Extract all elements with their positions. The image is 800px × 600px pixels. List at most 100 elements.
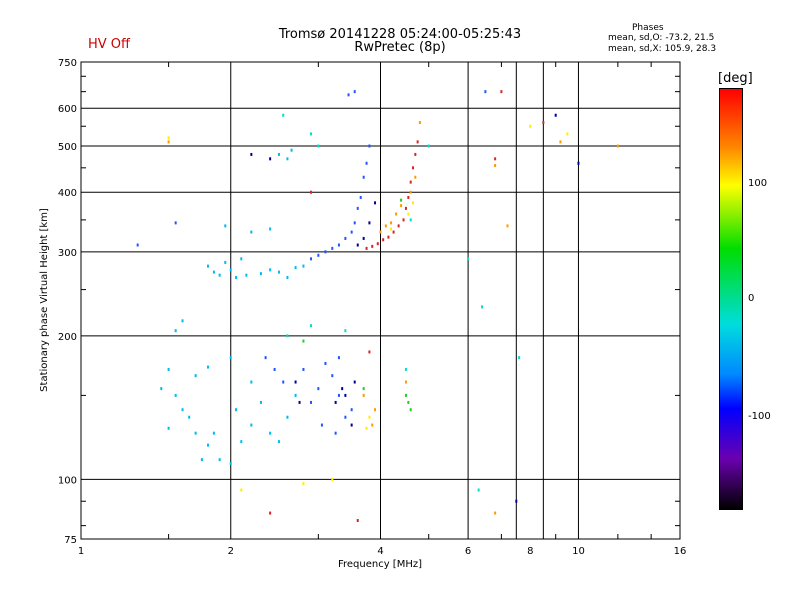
data-point: [240, 257, 243, 261]
data-point: [494, 164, 497, 168]
data-point: [264, 356, 267, 360]
data-point: [376, 242, 379, 246]
data-point: [404, 206, 407, 210]
data-point: [212, 270, 215, 274]
data-point: [302, 367, 305, 371]
data-point: [269, 268, 272, 272]
data-point: [365, 246, 368, 250]
data-point: [356, 519, 359, 523]
data-point: [359, 195, 362, 199]
data-point: [259, 400, 262, 404]
data-point: [331, 374, 334, 378]
data-point: [467, 257, 470, 261]
data-point: [337, 243, 340, 247]
data-point: [310, 400, 313, 404]
data-point: [409, 218, 412, 222]
y-tick-label: 750: [58, 58, 77, 69]
data-point: [282, 113, 285, 117]
data-point: [294, 266, 297, 270]
data-point: [518, 356, 521, 360]
data-point: [206, 365, 209, 369]
data-point: [344, 415, 347, 419]
colorbar-unit: [deg]: [718, 71, 753, 86]
y-tick-label: 500: [58, 142, 77, 153]
data-point: [334, 431, 337, 435]
data-points: [136, 90, 619, 523]
data-point: [407, 212, 410, 216]
phase-stats-o: mean, sd,O: -73.2, 21.5: [608, 33, 715, 43]
data-point: [412, 201, 415, 205]
data-point: [317, 387, 320, 391]
chart-title: Tromsø 20141228 05:24:00-05:25:43: [278, 27, 522, 42]
data-point: [529, 124, 532, 128]
y-tick-label: 300: [58, 248, 77, 259]
y-axis-label: Stationary phase Virtual Height [km]: [39, 208, 50, 392]
data-point: [181, 319, 184, 323]
data-point: [350, 423, 353, 427]
data-point: [245, 273, 248, 277]
data-point: [427, 144, 430, 148]
data-point: [277, 440, 280, 444]
data-point: [392, 230, 395, 234]
data-point: [384, 224, 387, 228]
data-point: [374, 408, 377, 412]
data-point: [353, 380, 356, 384]
data-point: [350, 230, 353, 234]
y-tick-label: 75: [64, 535, 77, 546]
data-point: [136, 243, 139, 247]
data-point: [353, 90, 356, 94]
data-point: [500, 90, 503, 94]
data-point: [362, 387, 365, 391]
data-point: [294, 393, 297, 397]
data-point: [324, 361, 327, 365]
data-point: [577, 161, 580, 165]
data-point: [310, 257, 313, 261]
x-tick-label: 1: [78, 546, 84, 557]
data-point: [353, 221, 356, 225]
data-point: [286, 157, 289, 161]
x-axis-label: Frequency [MHz]: [338, 559, 422, 570]
phase-colorbar: [719, 88, 743, 510]
hv-status-label: HV Off: [88, 37, 130, 52]
data-point: [365, 426, 368, 430]
data-point: [477, 488, 480, 492]
data-point: [320, 423, 323, 427]
data-point: [347, 93, 350, 97]
colorbar-tick-neg100: -100: [748, 411, 771, 422]
y-tick-label: 600: [58, 104, 77, 115]
data-point: [404, 393, 407, 397]
data-point: [404, 380, 407, 384]
data-point: [200, 458, 203, 462]
data-point: [286, 415, 289, 419]
data-point: [494, 511, 497, 515]
data-point: [416, 140, 419, 144]
data-point: [310, 190, 313, 194]
data-point: [235, 276, 238, 280]
data-point: [390, 227, 393, 231]
data-point: [167, 426, 170, 430]
data-point: [362, 175, 365, 179]
data-point: [194, 431, 197, 435]
x-tick-label: 6: [465, 546, 471, 557]
x-tick-label: 10: [572, 546, 585, 557]
data-point: [334, 400, 337, 404]
data-point: [395, 212, 398, 216]
data-point: [337, 393, 340, 397]
data-point: [250, 152, 253, 156]
data-point: [379, 230, 382, 234]
data-point: [194, 374, 197, 378]
chart-subtitle: RwPretec (8p): [354, 40, 446, 55]
data-point: [409, 180, 412, 184]
data-point: [250, 423, 253, 427]
data-point: [371, 423, 374, 427]
data-point: [302, 264, 305, 268]
data-point: [235, 408, 238, 412]
data-point: [167, 136, 170, 140]
data-point: [344, 236, 347, 240]
data-point: [317, 253, 320, 257]
colorbar-tick-0: 0: [748, 293, 755, 304]
colorbar-tick-100: 100: [748, 178, 768, 189]
data-point: [506, 224, 509, 228]
y-tick-label: 400: [58, 188, 77, 199]
data-point: [344, 329, 347, 333]
